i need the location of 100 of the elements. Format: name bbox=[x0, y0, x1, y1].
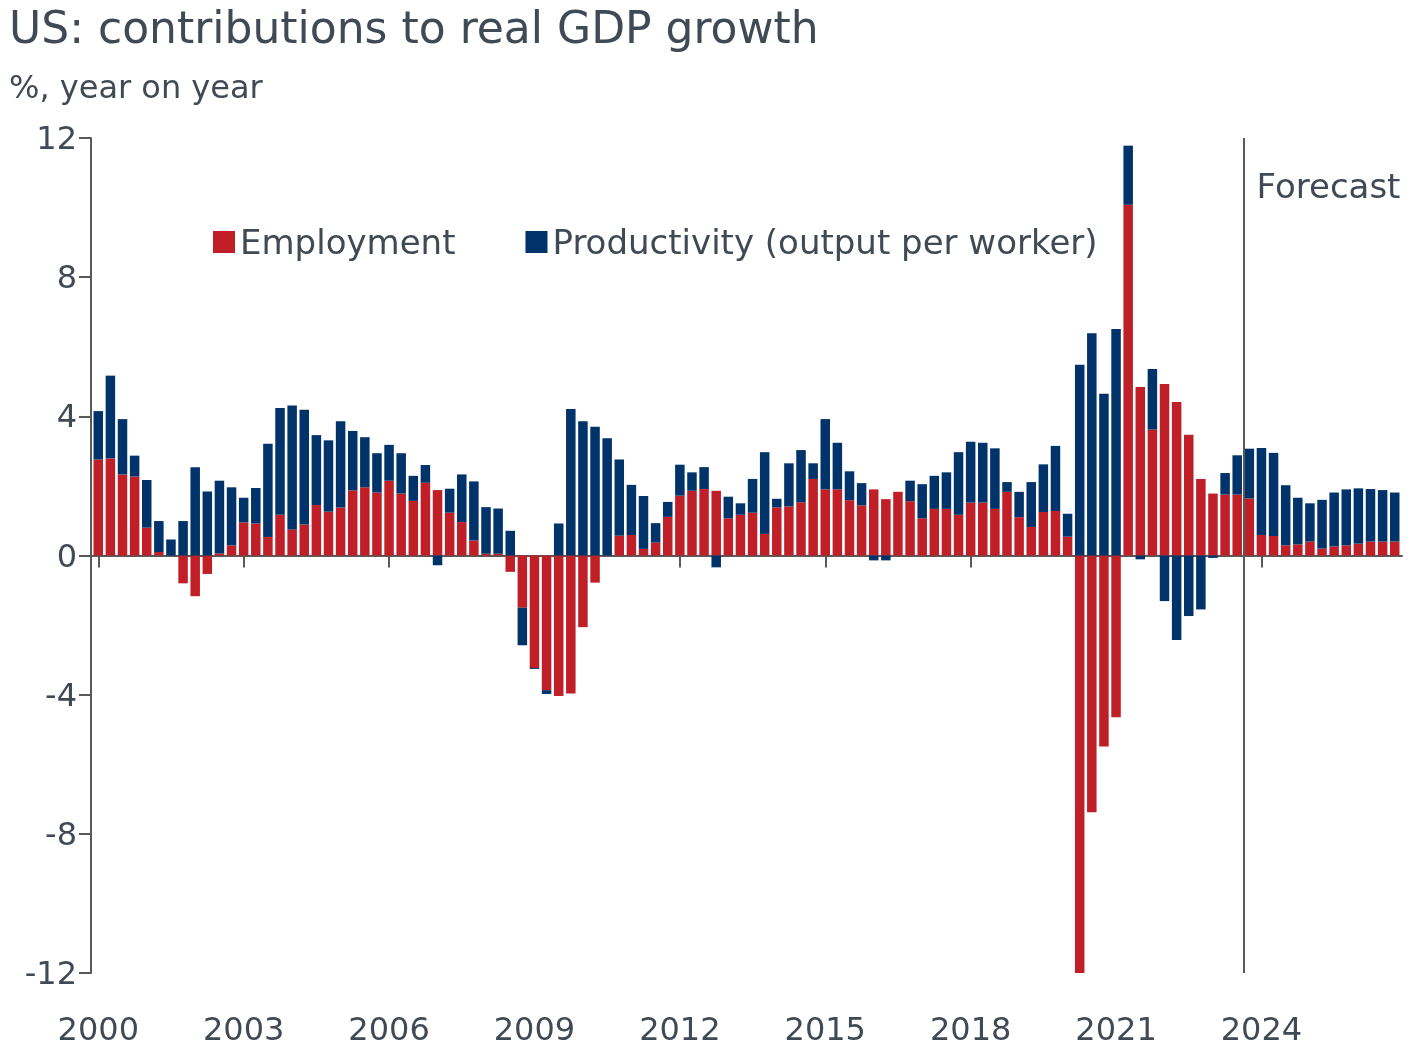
bar bbox=[190, 467, 200, 556]
bar bbox=[1244, 448, 1255, 499]
bar bbox=[1280, 485, 1291, 546]
bar bbox=[238, 522, 249, 556]
bar bbox=[929, 508, 940, 556]
y-tick-label: 8 bbox=[56, 258, 77, 297]
bar bbox=[1074, 555, 1085, 973]
bar bbox=[202, 491, 213, 556]
bar bbox=[1329, 492, 1339, 547]
bar bbox=[251, 488, 261, 524]
bar bbox=[1184, 555, 1194, 617]
bar bbox=[735, 503, 746, 515]
bar bbox=[372, 492, 382, 556]
bar bbox=[820, 419, 831, 490]
bar bbox=[202, 555, 213, 574]
bar bbox=[1196, 555, 1206, 610]
bar bbox=[566, 555, 576, 694]
bar bbox=[517, 607, 528, 646]
y-tick-label: 0 bbox=[56, 536, 77, 575]
bar bbox=[469, 540, 479, 556]
bar bbox=[384, 480, 394, 556]
bar bbox=[117, 419, 128, 475]
bar bbox=[759, 533, 770, 556]
bar bbox=[735, 514, 746, 556]
bar bbox=[1002, 482, 1012, 492]
bar bbox=[154, 521, 164, 553]
bar bbox=[699, 489, 709, 556]
bar bbox=[481, 507, 491, 554]
bar bbox=[1256, 534, 1267, 556]
bar bbox=[251, 523, 261, 556]
bar bbox=[444, 488, 455, 513]
bar bbox=[214, 480, 225, 554]
bar bbox=[287, 529, 297, 556]
bar bbox=[93, 411, 104, 460]
bar bbox=[1280, 545, 1291, 556]
bar bbox=[1293, 544, 1303, 556]
bar bbox=[1087, 555, 1097, 813]
bar bbox=[1111, 329, 1121, 556]
bar bbox=[784, 463, 794, 507]
bar bbox=[263, 537, 273, 556]
bar bbox=[1014, 491, 1024, 518]
bar bbox=[1317, 499, 1327, 549]
bar bbox=[650, 542, 661, 556]
x-tick-label: 2018 bbox=[929, 1010, 1012, 1048]
bar bbox=[711, 490, 721, 556]
x-tick-label: 2024 bbox=[1220, 1010, 1303, 1048]
ref-line-label: Forecast bbox=[1256, 166, 1401, 206]
bar bbox=[687, 472, 697, 491]
x-tick-label: 2003 bbox=[202, 1010, 285, 1048]
bar bbox=[541, 555, 552, 691]
y-tick-label: 4 bbox=[56, 397, 77, 436]
bar bbox=[808, 463, 818, 479]
bar bbox=[868, 489, 879, 556]
bar bbox=[626, 534, 637, 556]
bar bbox=[1026, 526, 1036, 556]
bar bbox=[1099, 393, 1109, 556]
bar bbox=[832, 442, 843, 490]
bar bbox=[602, 438, 612, 556]
bar bbox=[517, 555, 528, 608]
bar bbox=[990, 508, 1000, 556]
bar bbox=[457, 474, 467, 523]
bar bbox=[299, 409, 309, 525]
bar bbox=[844, 500, 855, 556]
bar bbox=[856, 483, 867, 506]
bar bbox=[747, 478, 758, 513]
bar bbox=[832, 489, 843, 556]
bar bbox=[1171, 402, 1182, 556]
bar bbox=[311, 505, 322, 556]
bar bbox=[323, 511, 334, 556]
bar bbox=[1353, 543, 1364, 556]
bar bbox=[335, 421, 346, 508]
bar bbox=[420, 465, 431, 483]
bar bbox=[105, 375, 116, 459]
bar bbox=[287, 405, 297, 530]
bar bbox=[299, 524, 309, 556]
bar bbox=[1159, 383, 1170, 556]
x-tick-label: 2021 bbox=[1075, 1010, 1157, 1048]
bar bbox=[1365, 489, 1376, 542]
bar bbox=[214, 553, 225, 556]
bar bbox=[638, 496, 649, 549]
bar bbox=[323, 440, 334, 512]
bar bbox=[396, 453, 406, 494]
chart-title: US: contributions to real GDP growth bbox=[9, 1, 819, 53]
x-tick-label: 2006 bbox=[348, 1010, 430, 1048]
bar bbox=[662, 501, 673, 517]
bar bbox=[893, 491, 903, 556]
bar bbox=[1014, 517, 1024, 556]
bar bbox=[1305, 541, 1315, 556]
bar bbox=[1341, 545, 1352, 556]
bar bbox=[129, 455, 140, 477]
bar bbox=[941, 472, 952, 509]
x-tick-label: 2009 bbox=[493, 1010, 576, 1048]
bar bbox=[699, 467, 709, 490]
bar bbox=[796, 450, 806, 503]
bar bbox=[1353, 488, 1364, 544]
bar bbox=[917, 484, 927, 519]
bar bbox=[541, 690, 552, 694]
bar bbox=[408, 500, 419, 556]
bar bbox=[1341, 489, 1352, 546]
bar bbox=[457, 522, 467, 556]
